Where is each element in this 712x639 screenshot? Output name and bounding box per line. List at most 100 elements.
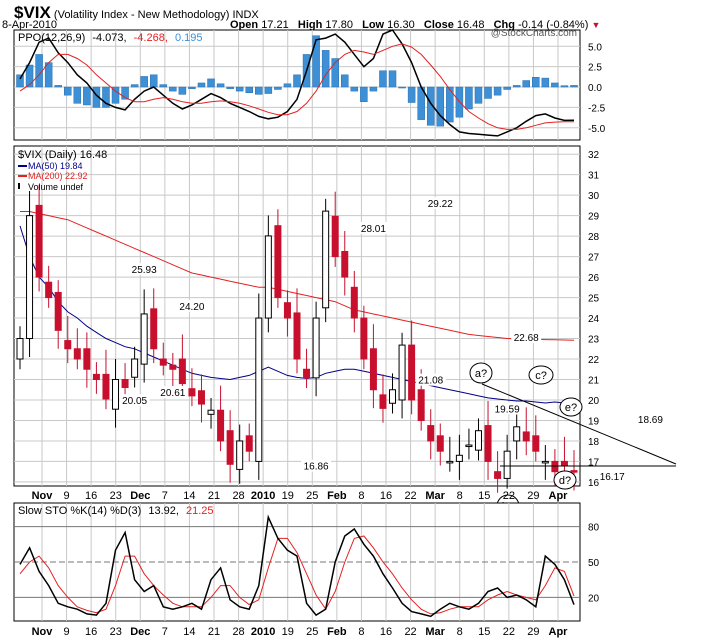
svg-text:d?: d? xyxy=(559,475,571,487)
ppo-hist-bar xyxy=(274,86,282,90)
candle-body xyxy=(121,378,129,388)
candle-body xyxy=(236,440,244,470)
candle-body xyxy=(83,348,91,370)
ppo-y-tick: -2.5 xyxy=(588,103,606,114)
ppo-hist-bar xyxy=(532,77,540,88)
ppo-hist-bar xyxy=(426,86,435,126)
volume-legend-swatch xyxy=(18,183,20,189)
svg-text:c?: c? xyxy=(535,370,547,382)
candle-body xyxy=(312,317,320,379)
sto-y-tick: 80 xyxy=(588,523,600,534)
down-arrow-icon: ▼ xyxy=(591,20,601,30)
date-tick: 7 xyxy=(162,626,168,638)
candle-body xyxy=(379,394,387,409)
date-axis-upper: Nov 9 16 23 Dec 7 14 21 28 2010 19 25 Feb 8 16 22 Mar 8 15… xyxy=(32,490,569,502)
candle-body xyxy=(341,250,349,278)
price-y-tick: 21 xyxy=(588,375,600,386)
sto-y-tick: 20 xyxy=(588,593,600,604)
ppo-hist-bar xyxy=(121,86,129,100)
high-value: 17.80 xyxy=(325,19,353,31)
ppo-hist-bar xyxy=(130,84,139,88)
candle-body xyxy=(73,348,81,360)
ppo-legend-ppo: -4.073, xyxy=(92,32,126,44)
date-tick: 2010 xyxy=(251,490,275,502)
candle-body xyxy=(369,348,377,391)
chg-value: -0.14 (-0.84%) xyxy=(518,19,589,31)
ppo-panel: 5.0 2.5 0.0 -2.5 -5.0 PPO(12,26,9) -4.073, -… xyxy=(13,28,606,141)
date-tick: 22 xyxy=(503,626,515,638)
ppo-hist-bar xyxy=(16,74,24,88)
candle-body xyxy=(465,444,473,448)
ppo-hist-bar xyxy=(493,86,502,96)
candle-body xyxy=(350,286,358,319)
annotation-bg xyxy=(415,373,446,386)
ppo-y-tick: 2.5 xyxy=(588,63,602,74)
ppo-hist-bar xyxy=(197,82,206,88)
ppo-hist-bar xyxy=(312,35,320,88)
price-y-tick: 26 xyxy=(588,273,600,284)
sto-grid xyxy=(14,503,580,621)
candle-body xyxy=(45,281,53,299)
ppo-signal-line xyxy=(19,43,574,130)
price-y-tick: 28 xyxy=(588,232,600,243)
ppo-hist-bar xyxy=(350,86,359,92)
date-tick: 8 xyxy=(358,490,364,502)
stochastic-panel: 80 50 20 Slow STO %K(14) %D(3) 13.92, 21.2… xyxy=(13,502,600,622)
sto-y-axis: 80 50 20 xyxy=(588,523,600,605)
ticker-exchange: INDX xyxy=(232,9,259,21)
candle-body xyxy=(54,291,62,331)
ppo-hist-bar xyxy=(551,82,559,88)
candle-body xyxy=(331,215,339,258)
wave-label-e: e? xyxy=(559,397,583,417)
ppo-hist-bar xyxy=(83,86,91,106)
date-tick: Nov xyxy=(32,490,54,502)
date-tick: Apr xyxy=(549,490,569,502)
price-annotation: 24.20 xyxy=(179,302,204,313)
low-label: Low xyxy=(362,19,385,31)
ppo-hist-bar xyxy=(64,86,72,96)
date-tick: 21 xyxy=(208,490,220,502)
price-y-tick: 32 xyxy=(588,150,600,161)
price-y-tick: 19 xyxy=(588,416,600,427)
date-axis-lower: Nov 9 16 23 Dec 7 14 21 28 2010 19 25 Feb 8 16 22 Mar 8 15… xyxy=(32,626,569,638)
date-tick: Dec xyxy=(130,626,150,638)
candle-body xyxy=(283,302,291,319)
ticker-name: (Volatility Index - New Methodology) xyxy=(53,9,230,21)
candle-body xyxy=(102,373,110,400)
date-tick: 16 xyxy=(380,490,392,502)
price-annotation: 25.93 xyxy=(132,265,157,276)
candle-body xyxy=(503,450,511,479)
ppo-hist-bar xyxy=(235,86,244,92)
ppo-hist-bar xyxy=(178,86,187,95)
ppo-legend-name: PPO(12,26,9) xyxy=(18,32,85,44)
date-tick: 8 xyxy=(358,626,364,638)
sto-legend-name: Slow STO %K(14) %D(3) xyxy=(18,505,141,517)
annotation-bg xyxy=(358,221,389,234)
date-tick: 23 xyxy=(110,490,122,502)
annotation-bg xyxy=(511,331,542,344)
candle-body xyxy=(245,435,253,452)
date-tick: 28 xyxy=(232,626,244,638)
chart-header: $VIX (Volatility Index - New Methodology… xyxy=(14,3,259,23)
annotation-bg xyxy=(119,394,150,407)
candle-body xyxy=(436,435,444,452)
sto-legend: Slow STO %K(14) %D(3) 13.92, 21.25 xyxy=(18,505,214,517)
ppo-hist-bar xyxy=(436,86,445,127)
price-y-tick: 29 xyxy=(588,212,600,223)
annotation-bg xyxy=(425,197,456,210)
annotation-bg xyxy=(635,412,666,425)
ppo-hist-bar xyxy=(293,74,301,88)
candle-body xyxy=(159,358,167,366)
date-tick: Mar xyxy=(425,626,445,638)
price-annotation: 16.86 xyxy=(304,462,329,473)
candle-body xyxy=(217,409,225,442)
date-tick: Feb xyxy=(327,490,347,502)
ppo-hist-bar xyxy=(541,77,550,88)
ppo-y-tick: -5.0 xyxy=(588,124,606,135)
date-tick: 16 xyxy=(85,626,97,638)
svg-text:a?: a? xyxy=(475,368,487,380)
ticker-symbol: $VIX xyxy=(14,3,51,22)
annotation-bg xyxy=(492,402,523,415)
price-y-tick: 31 xyxy=(588,171,600,182)
